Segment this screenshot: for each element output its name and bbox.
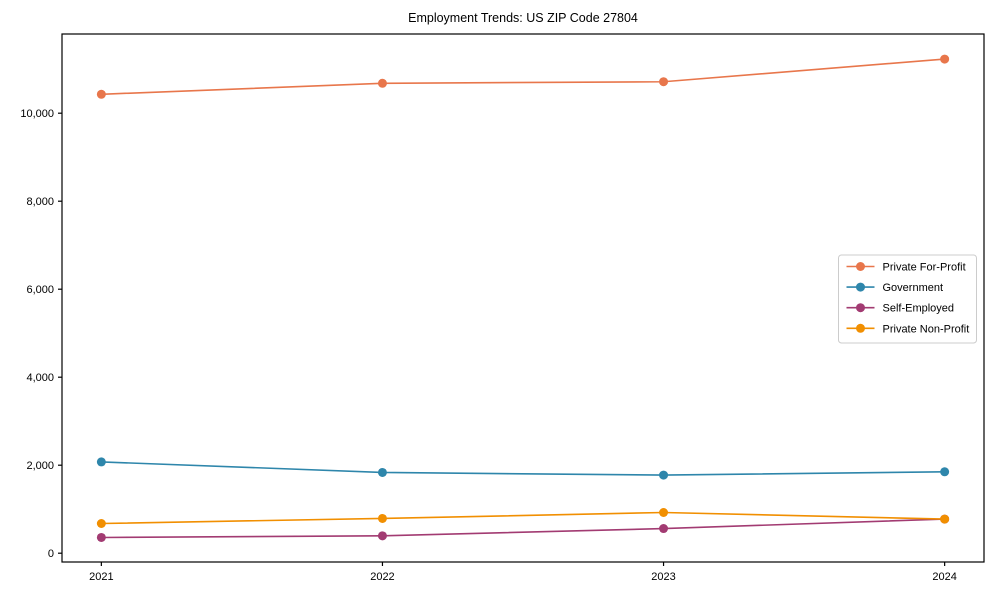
y-axis-tick-label: 8,000 — [26, 196, 54, 208]
legend-marker-icon — [856, 282, 865, 292]
data-point-private-for-profit-2022 — [377, 78, 387, 88]
data-point-private-non-profit-2022 — [377, 513, 387, 523]
y-axis-tick-label: 2,000 — [26, 460, 54, 472]
data-point-private-for-profit-2024 — [940, 54, 950, 64]
series-line-private-for-profit — [101, 58, 945, 96]
data-point-private-non-profit-2024 — [940, 514, 950, 524]
data-point-private-non-profit-2023 — [659, 508, 669, 517]
data-point-private-non-profit-2021 — [96, 519, 106, 528]
x-axis-tick-label: 2022 — [370, 571, 394, 583]
legend-box — [838, 254, 977, 344]
legend-item-label: Private For-Profit — [883, 262, 966, 274]
data-point-government-2022 — [377, 467, 387, 477]
data-point-government-2024 — [940, 467, 950, 477]
data-point-government-2023 — [659, 470, 669, 480]
series-line-self-employed — [101, 518, 945, 539]
y-axis-tick-label: 6,000 — [26, 284, 54, 296]
y-axis-tick-label: 10,000 — [20, 108, 54, 120]
data-point-self-employed-2021 — [96, 532, 106, 542]
data-point-self-employed-2023 — [659, 524, 669, 534]
series-line-government — [101, 461, 945, 476]
data-point-government-2021 — [96, 457, 106, 467]
legend-marker-icon — [856, 262, 865, 271]
x-axis-tick-label: 2023 — [651, 571, 675, 583]
y-axis-tick-label: 4,000 — [26, 372, 54, 384]
legend-marker-icon — [856, 303, 865, 313]
chart-title: Employment Trends: US ZIP Code 27804 — [408, 11, 638, 25]
series-line-private-non-profit — [101, 511, 945, 525]
x-axis-tick-label: 2024 — [932, 571, 956, 583]
data-point-private-for-profit-2023 — [659, 77, 669, 87]
data-point-self-employed-2022 — [377, 531, 387, 541]
x-axis-tick-label: 2021 — [89, 571, 113, 583]
legend-item-label: Self-Employed — [883, 303, 955, 315]
data-point-private-for-profit-2021 — [96, 89, 106, 99]
legend-item-label: Government — [883, 282, 944, 294]
y-axis-tick-label: 0 — [48, 548, 54, 560]
legend-item-label: Private Non-Profit — [883, 323, 970, 335]
legend-marker-icon — [856, 323, 865, 333]
